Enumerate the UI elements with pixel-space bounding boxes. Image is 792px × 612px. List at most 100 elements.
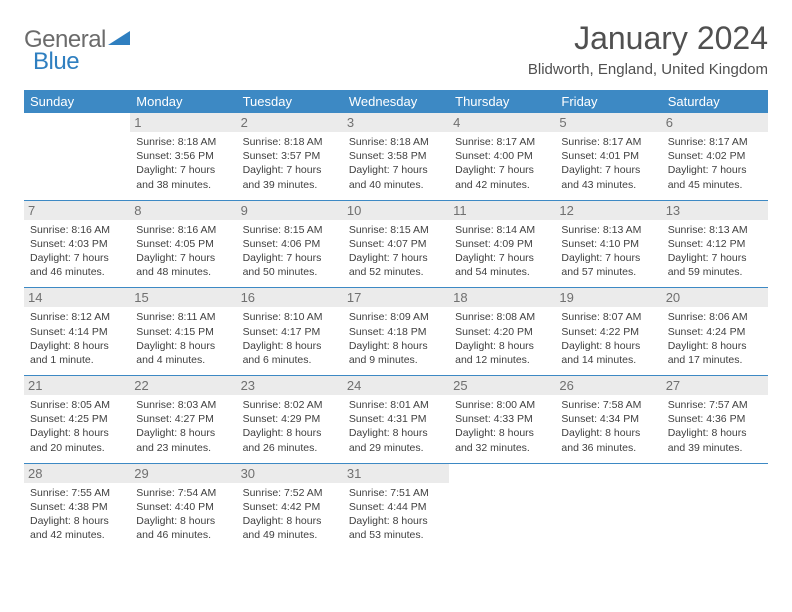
sunset-text: Sunset: 4:34 PM [561, 412, 655, 426]
sunset-text: Sunset: 4:03 PM [30, 237, 124, 251]
calendar-day-cell: 4Sunrise: 8:17 AMSunset: 4:00 PMDaylight… [449, 113, 555, 200]
sunset-text: Sunset: 3:56 PM [136, 149, 230, 163]
day-number: 27 [662, 376, 768, 395]
calendar-day-cell: 24Sunrise: 8:01 AMSunset: 4:31 PMDayligh… [343, 376, 449, 464]
daylight-text: Daylight: 8 hours and 46 minutes. [136, 514, 230, 542]
daylight-text: Daylight: 8 hours and 53 minutes. [349, 514, 443, 542]
daylight-text: Daylight: 7 hours and 39 minutes. [243, 163, 337, 191]
logo-text-2: Blue [33, 48, 79, 76]
day-number: 15 [130, 288, 236, 307]
daylight-text: Daylight: 7 hours and 54 minutes. [455, 251, 549, 279]
day-info: Sunrise: 7:52 AMSunset: 4:42 PMDaylight:… [241, 486, 339, 543]
sunset-text: Sunset: 3:58 PM [349, 149, 443, 163]
sunset-text: Sunset: 4:18 PM [349, 325, 443, 339]
calendar-header-row: SundayMondayTuesdayWednesdayThursdayFrid… [24, 90, 768, 113]
sunrise-text: Sunrise: 8:15 AM [349, 223, 443, 237]
calendar-table: SundayMondayTuesdayWednesdayThursdayFrid… [24, 90, 768, 550]
day-info: Sunrise: 8:17 AMSunset: 4:01 PMDaylight:… [559, 135, 657, 192]
daylight-text: Daylight: 7 hours and 43 minutes. [561, 163, 655, 191]
sunset-text: Sunset: 4:05 PM [136, 237, 230, 251]
calendar-day-cell: 21Sunrise: 8:05 AMSunset: 4:25 PMDayligh… [24, 376, 130, 464]
sunrise-text: Sunrise: 7:54 AM [136, 486, 230, 500]
day-number: 7 [24, 201, 130, 220]
daylight-text: Daylight: 8 hours and 6 minutes. [243, 339, 337, 367]
calendar-day-cell: 29Sunrise: 7:54 AMSunset: 4:40 PMDayligh… [130, 463, 236, 550]
sunrise-text: Sunrise: 8:13 AM [561, 223, 655, 237]
day-number: 13 [662, 201, 768, 220]
sunrise-text: Sunrise: 7:57 AM [668, 398, 762, 412]
daylight-text: Daylight: 7 hours and 48 minutes. [136, 251, 230, 279]
daylight-text: Daylight: 7 hours and 40 minutes. [349, 163, 443, 191]
day-number: 22 [130, 376, 236, 395]
sunset-text: Sunset: 4:02 PM [668, 149, 762, 163]
sunset-text: Sunset: 4:25 PM [30, 412, 124, 426]
day-info: Sunrise: 8:16 AMSunset: 4:03 PMDaylight:… [28, 223, 126, 280]
day-info: Sunrise: 7:58 AMSunset: 4:34 PMDaylight:… [559, 398, 657, 455]
day-info: Sunrise: 8:02 AMSunset: 4:29 PMDaylight:… [241, 398, 339, 455]
sunrise-text: Sunrise: 8:13 AM [668, 223, 762, 237]
sunset-text: Sunset: 4:14 PM [30, 325, 124, 339]
day-number: 23 [237, 376, 343, 395]
calendar-week-row: 1Sunrise: 8:18 AMSunset: 3:56 PMDaylight… [24, 113, 768, 200]
day-number: 26 [555, 376, 661, 395]
daylight-text: Daylight: 8 hours and 1 minute. [30, 339, 124, 367]
sunset-text: Sunset: 4:27 PM [136, 412, 230, 426]
weekday-header: Saturday [662, 90, 768, 113]
day-number: 10 [343, 201, 449, 220]
sunset-text: Sunset: 4:09 PM [455, 237, 549, 251]
daylight-text: Daylight: 8 hours and 32 minutes. [455, 426, 549, 454]
calendar-day-cell: 16 Sunrise: 8:10 AMSunset: 4:17 PMDayligh… [237, 288, 343, 376]
calendar-day-cell: 13Sunrise: 8:13 AMSunset: 4:12 PMDayligh… [662, 200, 768, 288]
sunset-text: Sunset: 4:17 PM [243, 325, 337, 339]
calendar-day-cell: 30Sunrise: 7:52 AMSunset: 4:42 PMDayligh… [237, 463, 343, 550]
calendar-week-row: 7Sunrise: 8:16 AMSunset: 4:03 PMDaylight… [24, 200, 768, 288]
calendar-day-cell: 28Sunrise: 7:55 AMSunset: 4:38 PMDayligh… [24, 463, 130, 550]
sunset-text: Sunset: 4:22 PM [561, 325, 655, 339]
day-number: 3 [343, 113, 449, 132]
sunrise-text: Sunrise: 7:55 AM [30, 486, 124, 500]
calendar-day-cell: 10Sunrise: 8:15 AMSunset: 4:07 PMDayligh… [343, 200, 449, 288]
day-number: 29 [130, 464, 236, 483]
day-number: 16 [237, 288, 343, 307]
day-number: 31 [343, 464, 449, 483]
daylight-text: Daylight: 8 hours and 4 minutes. [136, 339, 230, 367]
day-info: Sunrise: 8:17 AMSunset: 4:02 PMDaylight:… [666, 135, 764, 192]
sunrise-text: Sunrise: 8:18 AM [243, 135, 337, 149]
sunset-text: Sunset: 4:15 PM [136, 325, 230, 339]
calendar-day-cell: 11Sunrise: 8:14 AMSunset: 4:09 PMDayligh… [449, 200, 555, 288]
sunset-text: Sunset: 4:01 PM [561, 149, 655, 163]
day-info: Sunrise: 8:18 AMSunset: 3:56 PMDaylight:… [134, 135, 232, 192]
day-number: 8 [130, 201, 236, 220]
daylight-text: Daylight: 7 hours and 52 minutes. [349, 251, 443, 279]
day-number: 12 [555, 201, 661, 220]
day-info: Sunrise: 8:18 AMSunset: 3:58 PMDaylight:… [347, 135, 445, 192]
day-info: Sunrise: 8:09 AMSunset: 4:18 PMDaylight:… [347, 310, 445, 367]
calendar-day-cell: 20Sunrise: 8:06 AMSunset: 4:24 PMDayligh… [662, 288, 768, 376]
sunset-text: Sunset: 4:33 PM [455, 412, 549, 426]
calendar-day-cell: 17Sunrise: 8:09 AMSunset: 4:18 PMDayligh… [343, 288, 449, 376]
daylight-text: Daylight: 8 hours and 23 minutes. [136, 426, 230, 454]
daylight-text: Daylight: 8 hours and 9 minutes. [349, 339, 443, 367]
sunrise-text: Sunrise: 8:16 AM [30, 223, 124, 237]
sunset-text: Sunset: 4:24 PM [668, 325, 762, 339]
calendar-day-cell: 27Sunrise: 7:57 AMSunset: 4:36 PMDayligh… [662, 376, 768, 464]
daylight-text: Daylight: 8 hours and 42 minutes. [30, 514, 124, 542]
calendar-day-cell: 31Sunrise: 7:51 AMSunset: 4:44 PMDayligh… [343, 463, 449, 550]
calendar-day-cell: 7 Sunrise: 8:16 AMSunset: 4:03 PMDaylight… [24, 200, 130, 288]
calendar-day-cell: 22 Sunrise: 8:03 AMSunset: 4:27 PMDayligh… [130, 376, 236, 464]
sunset-text: Sunset: 4:36 PM [668, 412, 762, 426]
daylight-text: Daylight: 8 hours and 29 minutes. [349, 426, 443, 454]
day-number: 18 [449, 288, 555, 307]
calendar-day-cell: 26 Sunrise: 7:58 AMSunset: 4:34 PMDayligh… [555, 376, 661, 464]
sunrise-text: Sunrise: 8:03 AM [136, 398, 230, 412]
month-title: January 2024 [528, 20, 768, 57]
daylight-text: Daylight: 7 hours and 42 minutes. [455, 163, 549, 191]
daylight-text: Daylight: 7 hours and 57 minutes. [561, 251, 655, 279]
day-info: Sunrise: 8:00 AMSunset: 4:33 PMDaylight:… [453, 398, 551, 455]
weekday-header: Thursday [449, 90, 555, 113]
day-number: 11 [449, 201, 555, 220]
day-info: Sunrise: 8:13 AMSunset: 4:10 PMDaylight:… [559, 223, 657, 280]
sunrise-text: Sunrise: 8:10 AM [243, 310, 337, 324]
day-number: 9 [237, 201, 343, 220]
sunrise-text: Sunrise: 7:52 AM [243, 486, 337, 500]
